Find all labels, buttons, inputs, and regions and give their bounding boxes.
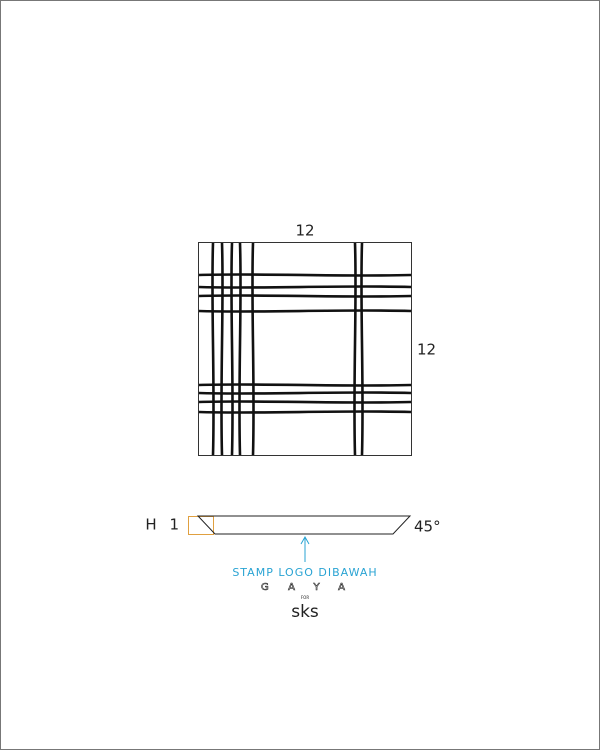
vertical-stripe xyxy=(238,242,242,456)
arrow-head xyxy=(300,535,310,545)
plaid-pattern xyxy=(198,242,412,456)
horizontal-stripe xyxy=(198,285,412,289)
height-dimension: 12 xyxy=(417,341,436,359)
stamp-note: STAMP LOGO DIBAWAH xyxy=(232,566,377,579)
edge-profile xyxy=(196,515,412,535)
vertical-stripe xyxy=(353,242,357,456)
horizontal-stripe xyxy=(198,273,412,277)
vertical-stripe xyxy=(360,242,364,456)
vertical-stripe xyxy=(220,242,224,456)
vertical-stripe xyxy=(230,242,234,456)
horizontal-stripe xyxy=(198,400,412,404)
horizontal-stripe xyxy=(198,383,412,387)
thickness-label: H 1 xyxy=(145,516,183,534)
horizontal-stripe xyxy=(198,309,412,313)
vertical-stripe xyxy=(251,242,255,456)
logo-client: sks xyxy=(291,602,319,622)
vertical-stripe xyxy=(211,242,215,456)
width-dimension: 12 xyxy=(295,222,314,240)
logo-for: FOR xyxy=(301,595,309,600)
horizontal-stripe xyxy=(198,410,412,414)
horizontal-stripe xyxy=(198,391,412,395)
angle-label: 45° xyxy=(414,518,441,536)
tile-outline xyxy=(198,242,412,456)
horizontal-stripe xyxy=(198,294,412,298)
